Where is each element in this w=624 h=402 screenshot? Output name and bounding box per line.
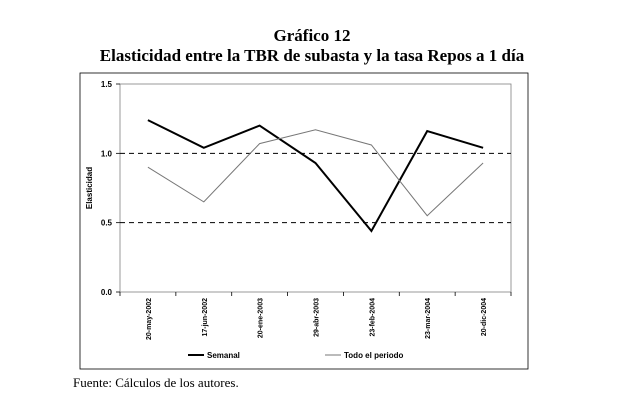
chart-frame xyxy=(79,72,529,370)
x-tick-label: 29-abr-2003 xyxy=(314,298,321,337)
plot-area xyxy=(119,83,512,293)
series-line-todo-el-periodo xyxy=(147,129,484,217)
x-tick-label: 20-ene-2003 xyxy=(258,298,265,338)
y-tick-label: 1.5 xyxy=(101,80,113,89)
chart-subtitle: Elasticidad entre la TBR de subasta y la… xyxy=(99,46,525,65)
x-tick-label: 23-feb-2004 xyxy=(369,298,376,337)
x-tick-label: 17-jun-2002 xyxy=(202,298,209,337)
legend-label: Semanal xyxy=(207,351,240,360)
y-axis-label: Elasticidad xyxy=(85,167,94,209)
legend-label: Todo el periodo xyxy=(344,351,404,360)
x-tick-label: 23-mar-2004 xyxy=(425,298,432,339)
series-line-semanal xyxy=(147,119,484,233)
x-tick-label: 20-may-2002 xyxy=(146,298,153,340)
y-tick-label: 1.0 xyxy=(101,149,113,158)
x-tick-label: 20-dic-2004 xyxy=(481,298,488,336)
source-note: Fuente: Cálculos de los autores. xyxy=(73,375,239,390)
chart-title-block: Gráfico 12 Elasticidad entre la TBR de s… xyxy=(0,26,624,66)
y-tick-label: 0.5 xyxy=(101,219,113,228)
chart-title: Gráfico 12 xyxy=(273,26,351,45)
y-tick-label: 0.0 xyxy=(101,288,113,297)
